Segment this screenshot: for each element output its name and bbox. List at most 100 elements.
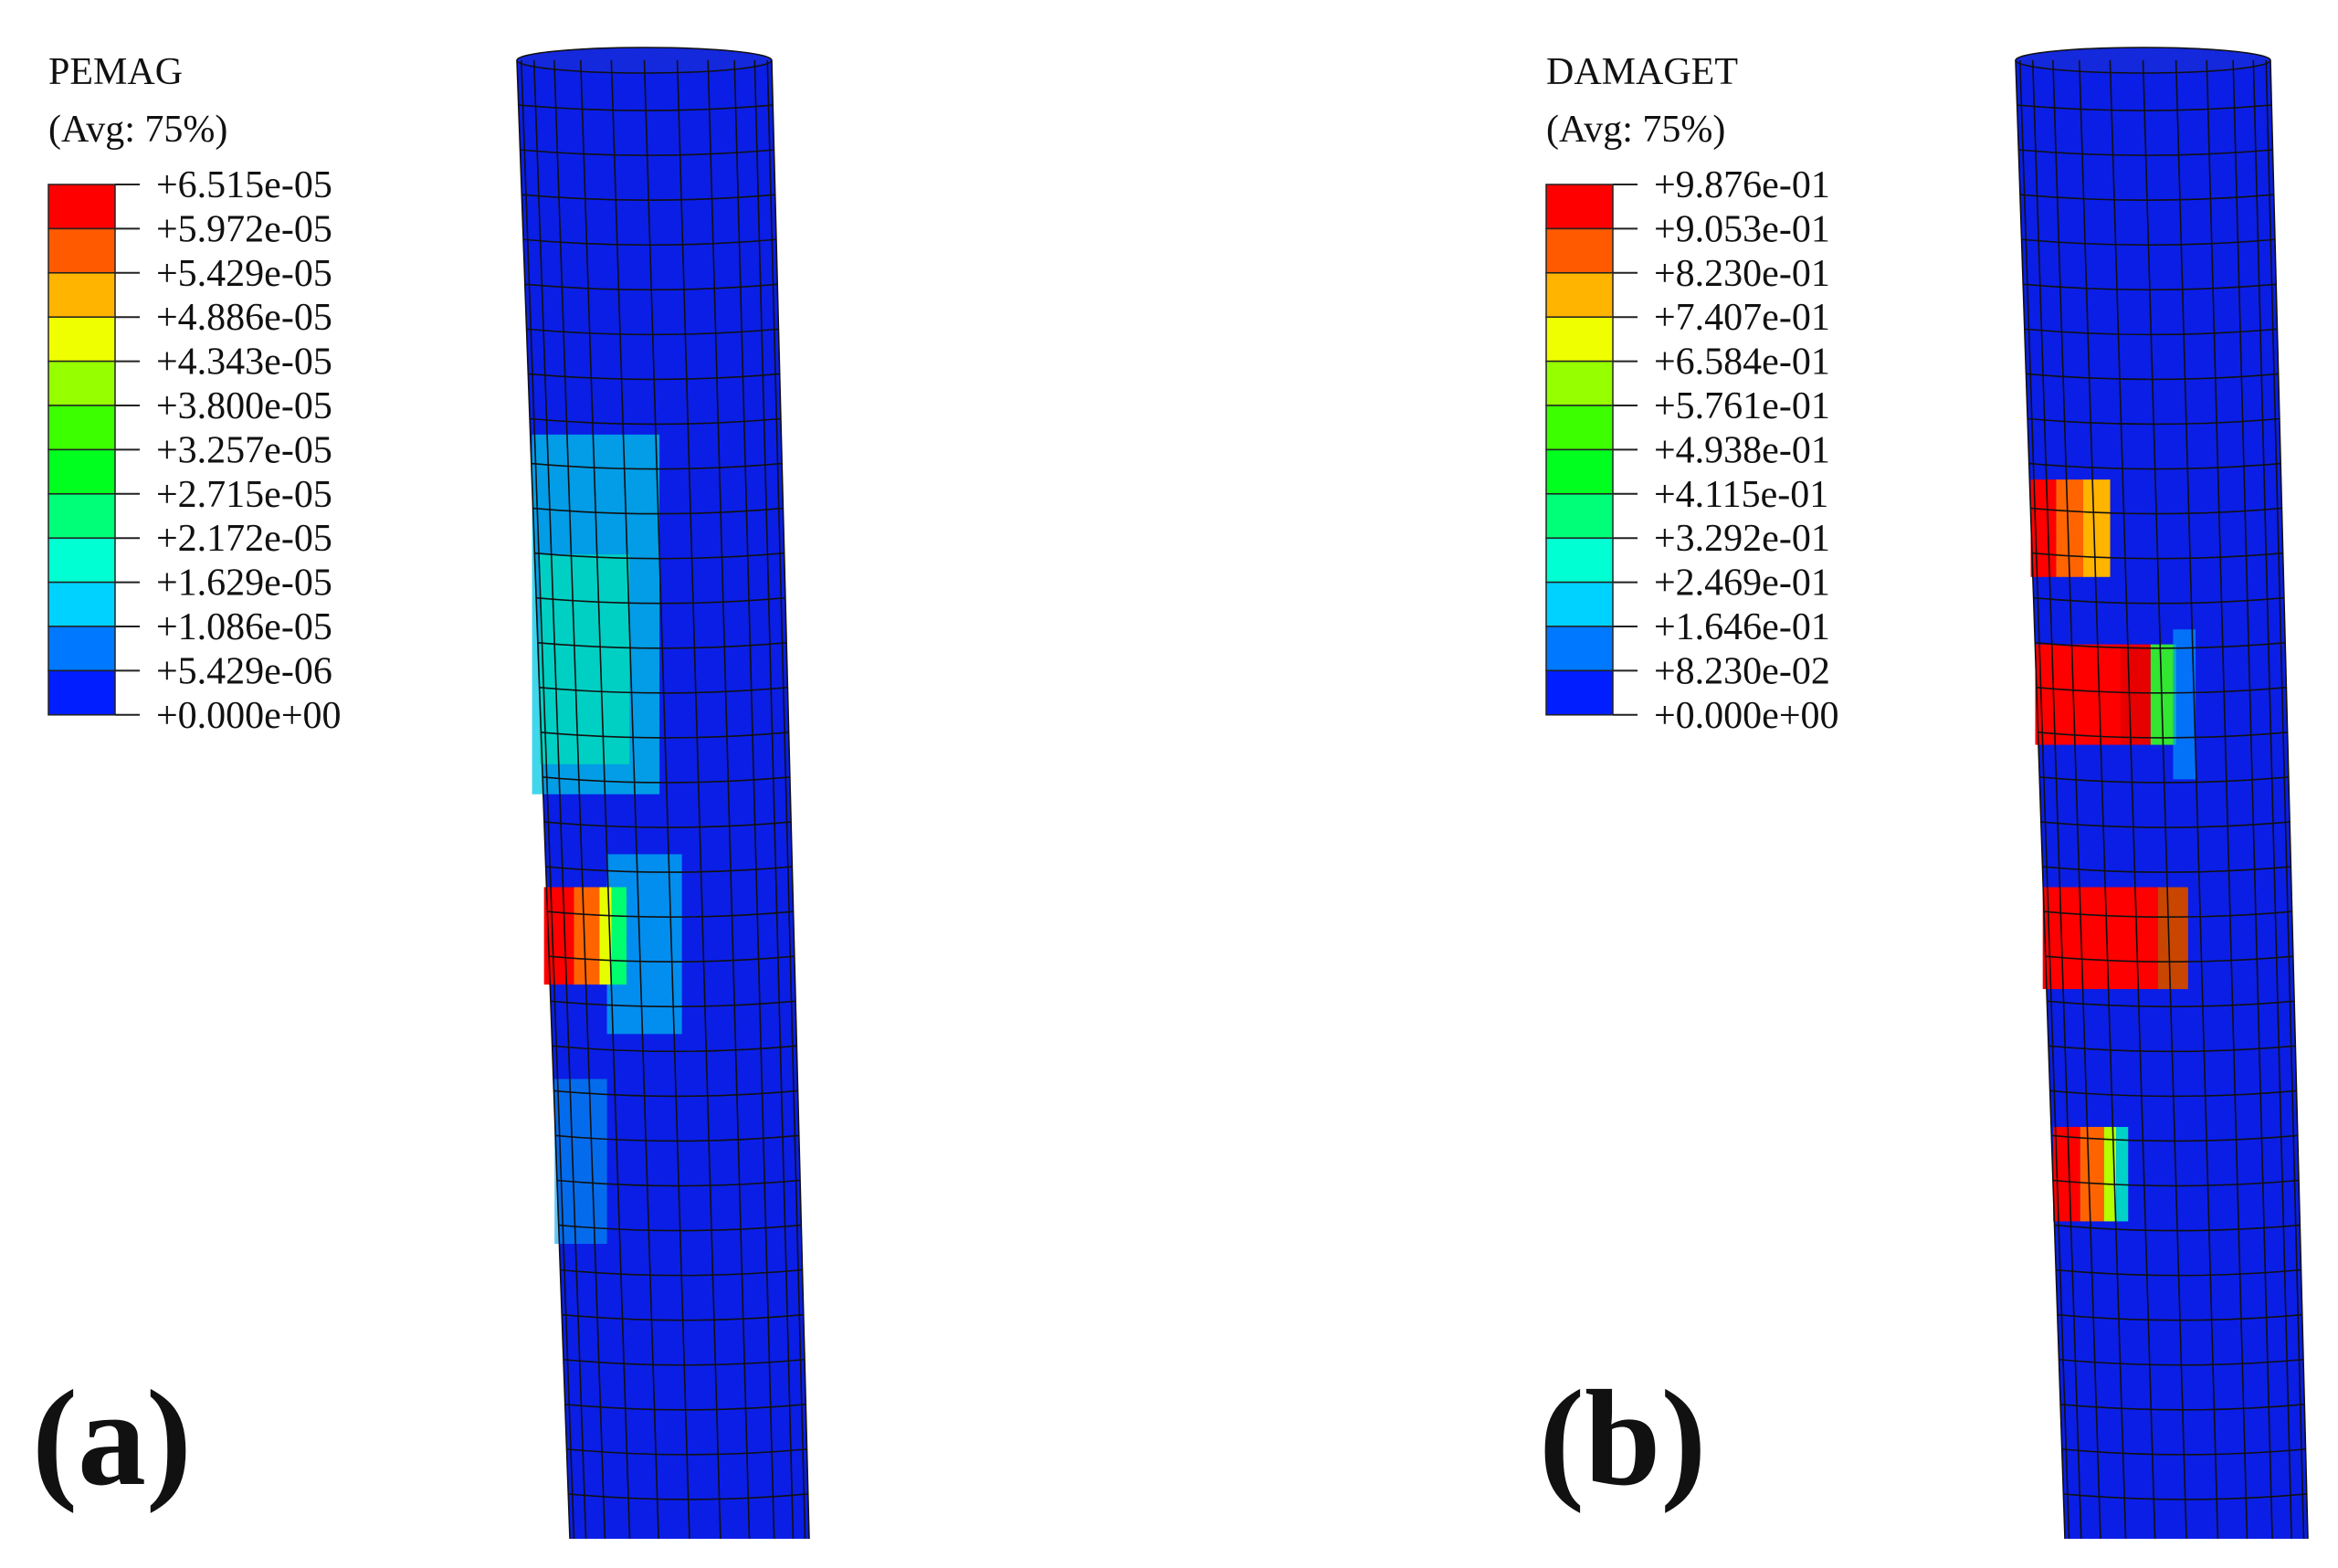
legend-band bbox=[47, 581, 116, 627]
legend-label: +6.584e-01 bbox=[1654, 342, 1830, 384]
mesh-line bbox=[2252, 59, 2292, 1540]
legend-band bbox=[1545, 405, 1614, 451]
hotspot bbox=[554, 1079, 607, 1245]
mesh-line bbox=[733, 59, 775, 1540]
panel: PEMAG(Avg: 75%)+6.515e-05+5.972e-05+5.42… bbox=[32, 47, 810, 1540]
mesh-ring bbox=[2018, 149, 2273, 156]
mesh-ring bbox=[2031, 552, 2283, 560]
legend-label: +6.515e-05 bbox=[156, 164, 332, 206]
legend-label: +2.172e-05 bbox=[156, 518, 332, 560]
legend-band bbox=[1545, 360, 1614, 406]
mesh-ring bbox=[518, 104, 774, 111]
mesh-ring bbox=[547, 910, 794, 918]
mesh-line bbox=[2015, 59, 2066, 1540]
mesh-ring bbox=[2033, 596, 2284, 605]
legend-band bbox=[1545, 581, 1614, 627]
hotspot bbox=[2121, 644, 2151, 745]
mesh-ring bbox=[2057, 1313, 2302, 1321]
mesh-line bbox=[579, 59, 631, 1540]
mesh-ring bbox=[563, 1358, 806, 1366]
legend-label: +0.000e+00 bbox=[1654, 695, 1839, 737]
legend-label: +8.230e-02 bbox=[1654, 650, 1830, 692]
legend-band bbox=[47, 405, 116, 451]
mesh-ring bbox=[552, 1045, 797, 1053]
legend-band bbox=[1545, 537, 1614, 584]
mesh-ring bbox=[2063, 1493, 2307, 1500]
legend-title: PEMAG bbox=[48, 51, 183, 93]
panel-label: (b) bbox=[1539, 1363, 1706, 1514]
mesh-line bbox=[2232, 59, 2273, 1540]
mesh-ring bbox=[556, 1179, 801, 1187]
mesh-line bbox=[610, 59, 659, 1540]
legend-band bbox=[1545, 626, 1614, 672]
legend-label: +7.407e-01 bbox=[1654, 297, 1830, 339]
legend-band bbox=[1545, 272, 1614, 318]
legend-label: +8.230e-01 bbox=[1654, 253, 1830, 295]
legend-label: +5.761e-01 bbox=[1654, 385, 1830, 427]
panel: DAMAGET(Avg: 75%)+9.876e-01+9.053e-01+8.… bbox=[1539, 47, 2309, 1540]
legend-band bbox=[1545, 316, 1614, 363]
legend-band bbox=[1545, 227, 1614, 274]
mesh-ring bbox=[2038, 731, 2288, 739]
mesh-line bbox=[2078, 59, 2127, 1540]
mesh-ring bbox=[2045, 955, 2293, 963]
legend-label: +9.053e-01 bbox=[1654, 208, 1830, 250]
mesh-line bbox=[2031, 59, 2082, 1540]
legend-label: +4.115e-01 bbox=[1654, 474, 1828, 516]
mesh-ring bbox=[562, 1313, 804, 1321]
mesh-ring bbox=[543, 821, 792, 828]
mesh-ring bbox=[545, 866, 793, 873]
hotspot bbox=[574, 887, 600, 985]
mesh-ring bbox=[564, 1404, 806, 1411]
mesh-ring bbox=[2061, 1448, 2306, 1456]
mesh-ring bbox=[2027, 417, 2280, 426]
mesh-ring bbox=[2040, 821, 2291, 828]
mesh-ring bbox=[2052, 1179, 2300, 1187]
mesh-line bbox=[643, 59, 690, 1540]
legend-label: +4.938e-01 bbox=[1654, 429, 1830, 471]
hotspot bbox=[2158, 887, 2188, 990]
mesh-ring bbox=[521, 194, 775, 201]
mesh-line bbox=[553, 59, 606, 1540]
panel-label: (a) bbox=[32, 1363, 192, 1514]
hotspot bbox=[611, 887, 627, 985]
mesh-ring bbox=[2051, 1134, 2298, 1142]
legend-band bbox=[1545, 448, 1614, 495]
mesh-ring bbox=[2021, 238, 2276, 247]
mesh-line bbox=[2109, 59, 2156, 1540]
mesh-line bbox=[766, 59, 806, 1540]
mesh-ring bbox=[2044, 910, 2292, 918]
legend-band bbox=[47, 448, 116, 495]
legend-band bbox=[47, 493, 116, 539]
mesh-ring bbox=[520, 149, 774, 156]
legend-band bbox=[1545, 669, 1614, 716]
mesh-ring bbox=[2035, 641, 2286, 649]
hotspot bbox=[2082, 479, 2111, 577]
mesh-ring bbox=[2026, 373, 2279, 381]
mesh-ring bbox=[2048, 1045, 2296, 1053]
legend-band bbox=[1545, 184, 1614, 230]
legend-label: +1.646e-01 bbox=[1654, 606, 1830, 648]
legend-label: +4.343e-05 bbox=[156, 342, 332, 384]
legend-band bbox=[47, 360, 116, 406]
mesh-line bbox=[2175, 59, 2219, 1540]
legend-band bbox=[47, 537, 116, 584]
mesh-ring bbox=[2023, 283, 2277, 291]
mesh-ring bbox=[526, 328, 779, 336]
mesh-line bbox=[516, 59, 571, 1540]
mesh-ring bbox=[549, 955, 795, 963]
mesh-ring bbox=[2028, 462, 2281, 470]
legend-label: +3.292e-01 bbox=[1654, 518, 1830, 560]
mesh-line bbox=[2142, 59, 2187, 1540]
legend-label: +1.629e-05 bbox=[156, 563, 332, 605]
mesh-ring bbox=[568, 1493, 808, 1500]
legend-band bbox=[47, 316, 116, 363]
mesh-ring bbox=[555, 1134, 799, 1142]
legend-band bbox=[1545, 493, 1614, 539]
mesh-ring bbox=[537, 641, 787, 649]
mesh-ring bbox=[2056, 1268, 2301, 1277]
legend-band bbox=[47, 227, 116, 274]
cylinder bbox=[2015, 47, 2309, 1540]
mesh-line bbox=[707, 59, 751, 1540]
mesh-ring bbox=[542, 776, 790, 784]
